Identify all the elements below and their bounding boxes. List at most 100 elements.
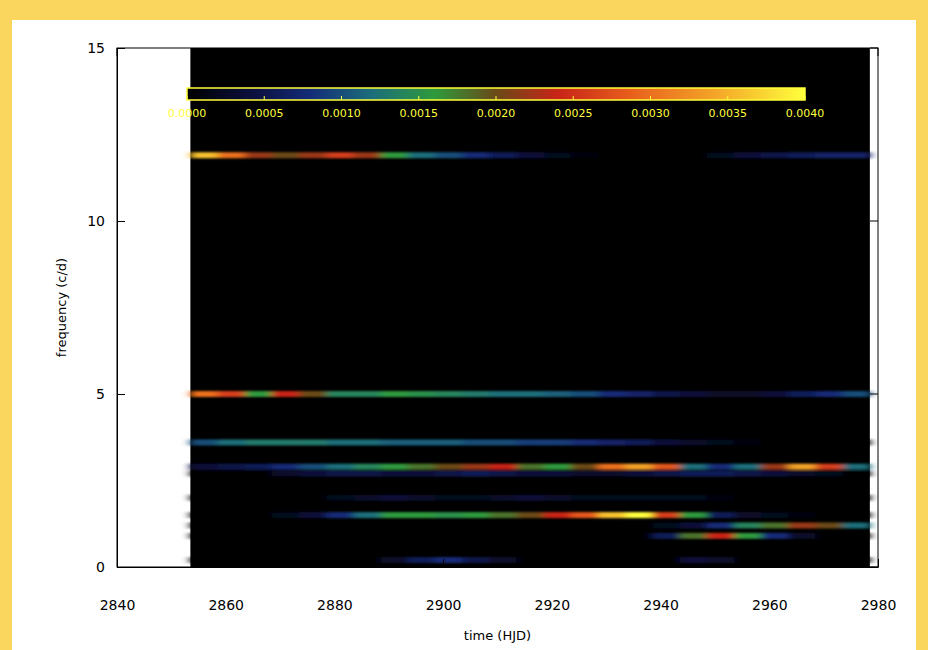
x-tick: 2900: [426, 559, 462, 613]
x-tick-mark-top: [443, 48, 444, 56]
cell: [571, 471, 599, 477]
cell: [462, 533, 490, 539]
cell: [652, 464, 680, 470]
cell: [652, 495, 680, 501]
cell: [462, 471, 490, 477]
cell: [788, 557, 816, 563]
cell: [652, 471, 680, 477]
cells: [190, 152, 870, 563]
cell: [190, 522, 218, 528]
cell: [544, 471, 572, 477]
cell: [272, 152, 300, 158]
cell: [272, 495, 300, 501]
cell: [680, 495, 708, 501]
cell: [435, 557, 463, 563]
y-tick-mark: [117, 221, 125, 222]
cell: [245, 152, 273, 158]
colorbar-tick-label: 0.0010: [322, 107, 361, 120]
x-tick-label: 2980: [861, 597, 897, 613]
cell: [761, 471, 789, 477]
cell: [517, 522, 545, 528]
colorbar-tick-label: 0.0000: [168, 107, 207, 120]
cell: [544, 533, 572, 539]
cell: [761, 464, 789, 470]
x-tick-mark: [552, 559, 553, 567]
page-panel: [12, 20, 916, 650]
x-tick-mark-top: [769, 48, 770, 56]
cell: [517, 512, 545, 518]
y-tick-label: 10: [87, 213, 105, 229]
y-tick: 10: [87, 213, 125, 229]
cell: [245, 391, 273, 397]
cell: [843, 522, 871, 528]
cell: [843, 391, 871, 397]
cell: [190, 391, 218, 397]
cell: [381, 533, 409, 539]
cell: [571, 391, 599, 397]
cell: [517, 464, 545, 470]
cell: [761, 391, 789, 397]
cell: [788, 522, 816, 528]
cell: [544, 439, 572, 445]
cell: [652, 512, 680, 518]
cell: [381, 471, 409, 477]
cell: [299, 471, 327, 477]
cell: [652, 557, 680, 563]
cell: [408, 391, 436, 397]
cell: [408, 533, 436, 539]
y-axis-line: [117, 49, 118, 568]
cell: [218, 495, 246, 501]
cell: [680, 557, 708, 563]
cell: [353, 152, 381, 158]
cell: [598, 512, 626, 518]
cell: [517, 152, 545, 158]
cell: [245, 495, 273, 501]
cell: [381, 522, 409, 528]
cell: [707, 512, 735, 518]
colorbar-tick: [264, 96, 265, 100]
cell: [489, 152, 517, 158]
cell: [435, 391, 463, 397]
cell: [761, 512, 789, 518]
x-tick-label: 2940: [643, 597, 679, 613]
cell: [571, 557, 599, 563]
cell: [489, 512, 517, 518]
cell: [408, 152, 436, 158]
cell: [218, 557, 246, 563]
cell: [381, 495, 409, 501]
cell: [272, 512, 300, 518]
cell: [571, 464, 599, 470]
cell: [190, 152, 218, 158]
cell: [788, 391, 816, 397]
cell: [734, 557, 762, 563]
cell: [326, 533, 354, 539]
cell: [625, 512, 653, 518]
cell: [571, 512, 599, 518]
colorbar-scale: [187, 88, 805, 100]
cell: [625, 439, 653, 445]
cell: [435, 512, 463, 518]
x-tick-mark-top: [117, 48, 118, 56]
cell: [218, 512, 246, 518]
cell: [788, 533, 816, 539]
cell: [299, 495, 327, 501]
cell: [245, 512, 273, 518]
cell: [680, 391, 708, 397]
cell: [544, 152, 572, 158]
x-tick-mark: [226, 559, 227, 567]
cell: [707, 522, 735, 528]
cell: [734, 391, 762, 397]
cell: [272, 464, 300, 470]
cell: [435, 439, 463, 445]
cell: [218, 152, 246, 158]
cell: [462, 557, 490, 563]
y-tick-mark-right: [870, 221, 878, 222]
y-tick-label: 5: [96, 386, 105, 402]
x-tick-label: 2900: [426, 597, 462, 613]
cell: [218, 464, 246, 470]
cell: [190, 512, 218, 518]
cell: [218, 533, 246, 539]
chart: 0.00000.00050.00100.00150.00200.00250.00…: [0, 0, 928, 650]
cell: [245, 439, 273, 445]
cell: [815, 533, 843, 539]
